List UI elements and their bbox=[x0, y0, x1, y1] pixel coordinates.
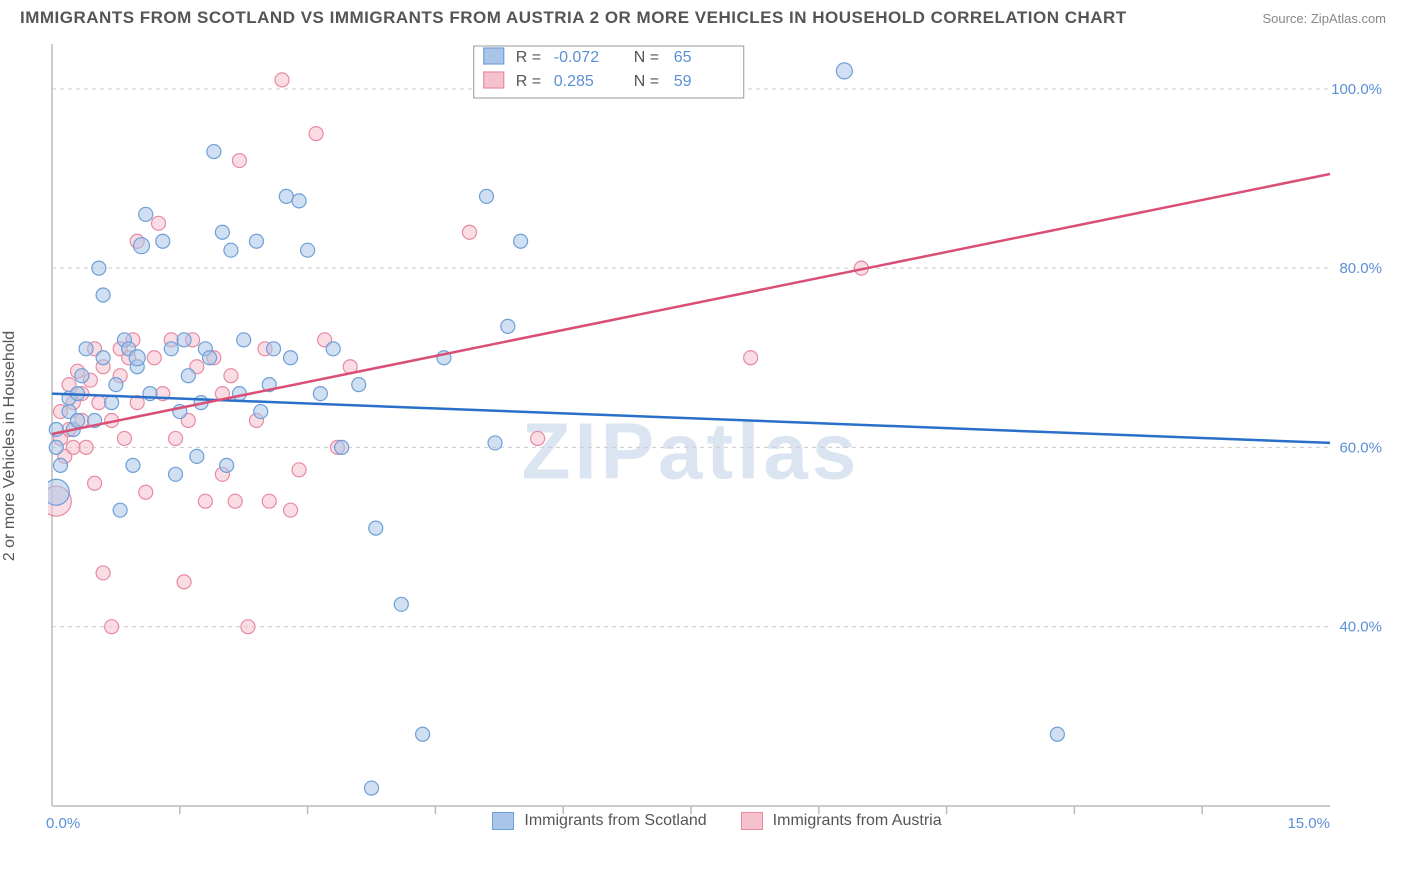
legend-label-series-a: Immigrants from Scotland bbox=[524, 812, 706, 830]
legend-bottom: Immigrants from Scotland Immigrants from… bbox=[48, 812, 1386, 830]
chart-header: IMMIGRANTS FROM SCOTLAND VS IMMIGRANTS F… bbox=[0, 0, 1406, 32]
svg-text:65: 65 bbox=[674, 49, 692, 66]
svg-text:60.0%: 60.0% bbox=[1339, 439, 1382, 456]
svg-text:N =: N = bbox=[634, 73, 659, 90]
chart-source: Source: ZipAtlas.com bbox=[1262, 11, 1386, 26]
y-axis-label: 2 or more Vehicles in Household bbox=[1, 331, 19, 561]
legend-item-series-b: Immigrants from Austria bbox=[741, 812, 942, 830]
svg-text:R =: R = bbox=[516, 49, 541, 66]
svg-text:N =: N = bbox=[634, 49, 659, 66]
svg-text:59: 59 bbox=[674, 73, 692, 90]
chart-title: IMMIGRANTS FROM SCOTLAND VS IMMIGRANTS F… bbox=[20, 8, 1127, 28]
svg-text:40.0%: 40.0% bbox=[1339, 619, 1382, 636]
swatch-series-a bbox=[492, 812, 514, 830]
svg-text:80.0%: 80.0% bbox=[1339, 260, 1382, 277]
svg-text:0.285: 0.285 bbox=[554, 73, 594, 90]
svg-text:100.0%: 100.0% bbox=[1331, 81, 1382, 98]
legend-item-series-a: Immigrants from Scotland bbox=[492, 812, 706, 830]
svg-text:-0.072: -0.072 bbox=[554, 49, 599, 66]
svg-text:ZIPatlas: ZIPatlas bbox=[522, 406, 861, 495]
scatter-chart: ZIPatlas 40.0% 60.0% 80.0% 100.0% R = -0.072 N … bbox=[48, 40, 1386, 830]
chart-area: ZIPatlas 40.0% 60.0% 80.0% 100.0% R = -0.072 N … bbox=[48, 40, 1386, 830]
legend-label-series-b: Immigrants from Austria bbox=[773, 812, 942, 830]
swatch-series-b bbox=[741, 812, 763, 830]
svg-text:R =: R = bbox=[516, 73, 541, 90]
